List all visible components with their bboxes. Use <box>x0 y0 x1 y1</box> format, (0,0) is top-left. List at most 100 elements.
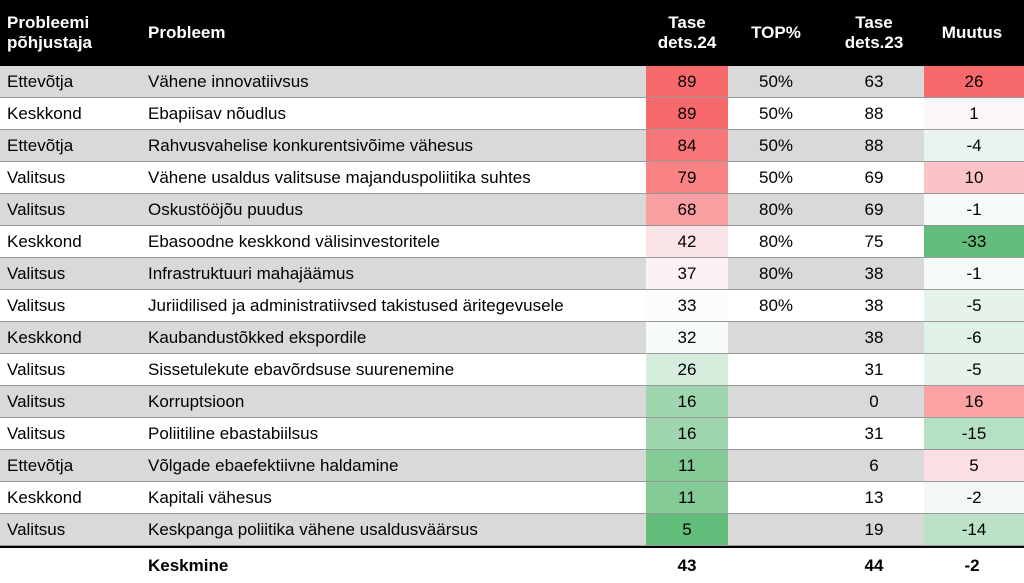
cell-level24: 89 <box>646 66 728 97</box>
cell-change: 1 <box>924 98 1024 129</box>
cell-level24: 37 <box>646 258 728 289</box>
cell-cause: Valitsus <box>7 359 66 379</box>
cell-cause: Valitsus <box>7 199 66 219</box>
cell-problem: Infrastruktuuri mahajäämus <box>148 263 354 283</box>
cell-level24: 84 <box>646 130 728 161</box>
cell-top: 50% <box>758 135 794 155</box>
cell-level23: 31 <box>864 359 884 379</box>
header-level23: Tase dets.23 <box>824 0 924 66</box>
table-row: Keskkond Kaubandustõkked ekspordile 32 38 -6 <box>0 322 1024 354</box>
cell-top <box>728 418 824 449</box>
cell-level24: 68 <box>646 194 728 225</box>
cell-top <box>728 514 824 545</box>
table-footer: Keskmine 43 44 -2 <box>0 546 1024 583</box>
cell-problem: Keskpanga poliitika vähene usaldusväärsu… <box>148 519 478 539</box>
cell-change: 26 <box>924 66 1024 97</box>
cell-level24: 11 <box>646 450 728 481</box>
cell-top: 50% <box>758 103 794 123</box>
table-row: Valitsus Sissetulekute ebavõrdsuse suuren… <box>0 354 1024 386</box>
cell-level23: 69 <box>864 199 884 219</box>
cell-level23: 6 <box>869 455 879 475</box>
cell-level24: 32 <box>646 322 728 353</box>
cell-top <box>728 386 824 417</box>
cell-level24: 42 <box>646 226 728 257</box>
cell-top <box>728 450 824 481</box>
cell-change: -14 <box>924 514 1024 545</box>
summary-change: -2 <box>964 555 980 575</box>
cell-problem: Juriidilised ja administratiivsed takist… <box>148 295 564 315</box>
cell-change: -1 <box>924 194 1024 225</box>
cell-cause: Valitsus <box>7 391 66 411</box>
cell-level23: 69 <box>864 167 884 187</box>
header-top: TOP% <box>751 23 801 42</box>
table-row: Keskkond Ebasoodne keskkond välisinvestor… <box>0 226 1024 258</box>
cell-level24: 89 <box>646 98 728 129</box>
table-row: Valitsus Oskustööjõu puudus 68 80% 69 -1 <box>0 194 1024 226</box>
summary-level24: 43 <box>677 555 697 575</box>
cell-change: -1 <box>924 258 1024 289</box>
cell-change: 5 <box>924 450 1024 481</box>
cell-problem: Poliitiline ebastabiilsus <box>148 423 319 443</box>
cell-change: -5 <box>924 290 1024 321</box>
cell-change: 16 <box>924 386 1024 417</box>
table-row: Valitsus Vähene usaldus valitsuse majandu… <box>0 162 1024 194</box>
table-row: Ettevõtja Rahvusvahelise konkurentsivõime… <box>0 130 1024 162</box>
cell-cause: Keskkond <box>7 231 82 251</box>
cell-problem: Kaubandustõkked ekspordile <box>148 327 367 347</box>
table-row: Keskkond Ebapiisav nõudlus 89 50% 88 1 <box>0 98 1024 130</box>
cell-top <box>728 322 824 353</box>
cell-level24: 5 <box>646 514 728 545</box>
cell-level23: 38 <box>864 263 884 283</box>
cell-cause: Valitsus <box>7 295 66 315</box>
cell-level24: 26 <box>646 354 728 385</box>
cell-cause: Keskkond <box>7 487 82 507</box>
cell-top: 50% <box>758 167 794 187</box>
cell-cause: Keskkond <box>7 327 82 347</box>
cell-level24: 33 <box>646 290 728 321</box>
cell-change: -6 <box>924 322 1024 353</box>
cell-cause: Valitsus <box>7 167 66 187</box>
table-row: Valitsus Poliitiline ebastabiilsus 16 31 -15 <box>0 418 1024 450</box>
cell-level23: 88 <box>864 103 884 123</box>
table-row: Ettevõtja Võlgade ebaefektiivne haldamine… <box>0 450 1024 482</box>
summary-level23: 44 <box>864 555 884 575</box>
cell-level23: 31 <box>864 423 884 443</box>
cell-change: -15 <box>924 418 1024 449</box>
table-header: Probleemi põhjustaja Probleem Tase dets.24… <box>0 0 1024 66</box>
cell-level23: 88 <box>864 135 884 155</box>
cell-problem: Rahvusvahelise konkurentsivõime vähesus <box>148 135 474 155</box>
cell-cause: Valitsus <box>7 423 66 443</box>
cell-cause: Ettevõtja <box>7 71 74 91</box>
cell-change: -4 <box>924 130 1024 161</box>
cell-top: 80% <box>758 199 794 219</box>
header-level24: Tase dets.24 <box>646 0 728 66</box>
summary-label: Keskmine <box>148 555 229 575</box>
table-row: Valitsus Korruptsioon 16 0 16 <box>0 386 1024 418</box>
cell-level24: 79 <box>646 162 728 193</box>
cell-change: -33 <box>924 226 1024 257</box>
cell-level24: 16 <box>646 418 728 449</box>
cell-cause: Valitsus <box>7 519 66 539</box>
cell-problem: Vähene innovatiivsus <box>148 71 309 91</box>
cell-cause: Ettevõtja <box>7 135 74 155</box>
cell-cause: Valitsus <box>7 263 66 283</box>
cell-top <box>728 482 824 513</box>
cell-level23: 38 <box>864 327 884 347</box>
cell-problem: Võlgade ebaefektiivne haldamine <box>148 455 399 475</box>
cell-top: 50% <box>758 71 794 91</box>
table-row: Ettevõtja Vähene innovatiivsus 89 50% 63 26 <box>0 66 1024 98</box>
cell-level23: 63 <box>864 71 884 91</box>
table-row: Valitsus Juriidilised ja administratiivse… <box>0 290 1024 322</box>
header-problem: Probleem <box>148 23 226 42</box>
cell-problem: Korruptsioon <box>148 391 245 411</box>
table-row: Valitsus Keskpanga poliitika vähene usald… <box>0 514 1024 546</box>
header-level23-label: Tase dets.23 <box>844 13 904 52</box>
cell-problem: Sissetulekute ebavõrdsuse suurenemine <box>148 359 455 379</box>
cell-change: -5 <box>924 354 1024 385</box>
cell-level23: 0 <box>869 391 879 411</box>
cell-problem: Ebasoodne keskkond välisinvestoritele <box>148 231 441 251</box>
cell-top: 80% <box>758 295 794 315</box>
table-row: Valitsus Infrastruktuuri mahajäämus 37 80% 3… <box>0 258 1024 290</box>
cell-level23: 75 <box>864 231 884 251</box>
